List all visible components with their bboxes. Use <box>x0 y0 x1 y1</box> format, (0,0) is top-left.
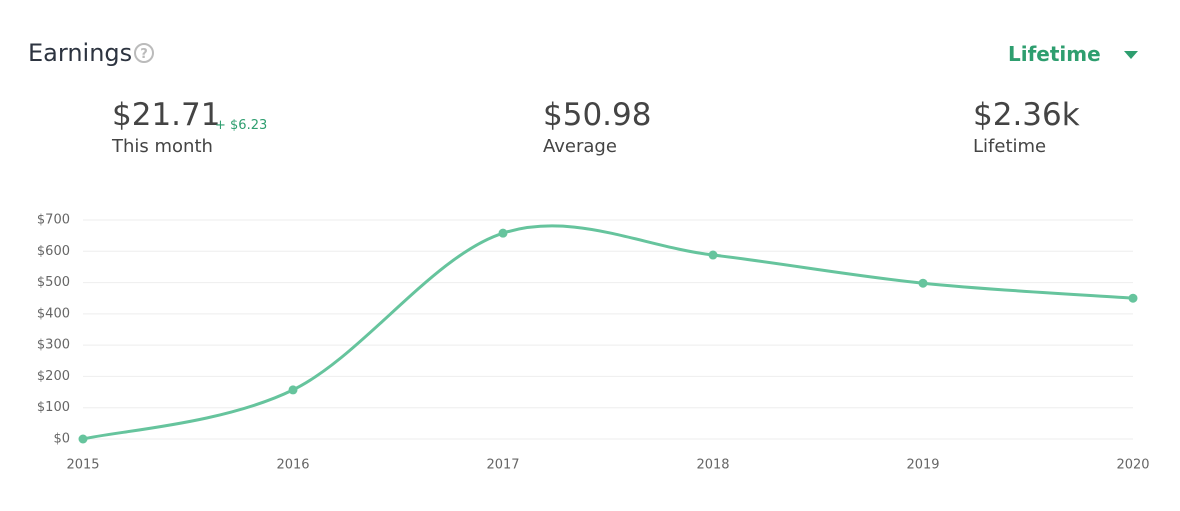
title: Earnings <box>28 39 132 67</box>
stat-change: + $6.23 <box>215 118 267 133</box>
y-tick-label: $100 <box>37 400 70 415</box>
x-tick-label: 2018 <box>696 458 729 473</box>
help-icon[interactable]: ? <box>134 43 154 63</box>
y-tick-label: $0 <box>53 432 70 447</box>
y-tick-label: $300 <box>37 338 70 353</box>
chart: $0 $100 $200 $300 $400 $500 $600 $700 2015 2016 20… <box>37 213 1150 473</box>
dropdown-label: Lifetime <box>1008 42 1101 66</box>
stat-label: This month <box>111 136 213 157</box>
point <box>918 278 928 288</box>
x-tick-label: 2017 <box>486 458 519 473</box>
point <box>498 228 508 238</box>
y-tick-label: $200 <box>37 369 70 384</box>
point <box>1128 293 1138 303</box>
stat-value: $50.98 <box>543 97 651 133</box>
point <box>288 385 298 395</box>
period-dropdown[interactable]: Lifetime <box>1008 42 1138 66</box>
point <box>78 434 88 444</box>
y-tick-label: $700 <box>37 213 70 228</box>
stat-label: Average <box>543 136 617 157</box>
stat-value: $21.71 <box>112 97 220 133</box>
stat-label: Lifetime <box>973 136 1046 157</box>
point <box>708 250 718 260</box>
line <box>82 224 1134 441</box>
svg-text:?: ? <box>140 47 148 62</box>
x-tick-label: 2016 <box>276 458 309 473</box>
x-tick-label: 2015 <box>66 458 99 473</box>
stat-value: $2.36k <box>973 97 1080 133</box>
x-tick-label: 2020 <box>1116 458 1149 473</box>
x-tick-label: 2019 <box>906 458 939 473</box>
y-tick-label: $500 <box>37 275 70 290</box>
y-tick-label: $600 <box>37 244 70 259</box>
y-tick-label: $400 <box>37 306 70 321</box>
